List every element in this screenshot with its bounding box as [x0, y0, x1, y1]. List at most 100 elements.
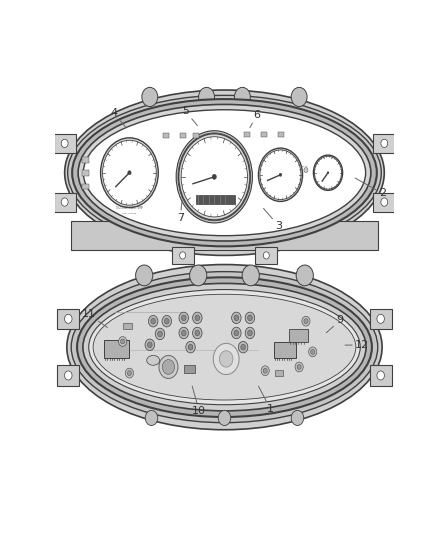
Circle shape	[261, 366, 269, 376]
Circle shape	[188, 344, 193, 350]
Text: OIL/TEMP  FUEL/TEMP: OIL/TEMP FUEL/TEMP	[116, 206, 143, 210]
Bar	[193, 133, 199, 138]
Text: 3: 3	[264, 208, 282, 231]
Circle shape	[193, 327, 202, 339]
Circle shape	[212, 174, 216, 180]
Bar	[172, 247, 194, 264]
Circle shape	[242, 265, 259, 286]
Circle shape	[179, 134, 250, 220]
Circle shape	[302, 316, 310, 326]
Circle shape	[291, 87, 307, 107]
Circle shape	[145, 410, 158, 425]
Ellipse shape	[65, 90, 384, 255]
Text: 10: 10	[192, 386, 206, 416]
Bar	[373, 192, 396, 212]
Ellipse shape	[67, 95, 381, 250]
Circle shape	[195, 330, 200, 336]
Circle shape	[127, 370, 131, 376]
Circle shape	[61, 198, 68, 206]
Circle shape	[159, 356, 178, 378]
Circle shape	[304, 319, 308, 324]
Circle shape	[327, 172, 329, 174]
Bar	[278, 132, 284, 137]
Bar	[370, 365, 392, 386]
Circle shape	[297, 365, 301, 369]
Bar	[162, 133, 169, 138]
Circle shape	[102, 140, 156, 205]
Circle shape	[162, 316, 172, 327]
Circle shape	[181, 137, 247, 217]
Circle shape	[279, 173, 282, 176]
Circle shape	[195, 315, 200, 321]
Circle shape	[296, 265, 313, 286]
Text: 2: 2	[355, 178, 386, 198]
Circle shape	[181, 330, 186, 336]
Bar	[82, 170, 89, 176]
Circle shape	[151, 318, 155, 324]
Circle shape	[260, 150, 301, 199]
Circle shape	[136, 265, 153, 286]
Circle shape	[164, 318, 169, 324]
Bar	[57, 309, 79, 329]
Text: 9: 9	[326, 316, 343, 333]
Circle shape	[311, 350, 315, 354]
Circle shape	[241, 344, 246, 350]
Bar	[104, 340, 129, 358]
Bar	[289, 329, 307, 342]
Circle shape	[304, 167, 308, 173]
Circle shape	[179, 312, 188, 324]
Ellipse shape	[78, 104, 371, 241]
Circle shape	[234, 315, 239, 321]
Bar	[124, 322, 132, 329]
Circle shape	[155, 328, 165, 340]
Circle shape	[190, 265, 207, 286]
Circle shape	[186, 342, 195, 353]
Circle shape	[142, 87, 158, 107]
Bar	[180, 133, 186, 138]
Circle shape	[179, 327, 188, 339]
Circle shape	[219, 351, 233, 367]
Bar	[53, 192, 76, 212]
Circle shape	[263, 252, 269, 259]
Ellipse shape	[93, 294, 356, 400]
Circle shape	[218, 410, 231, 425]
Circle shape	[145, 339, 155, 351]
Circle shape	[234, 330, 239, 336]
Circle shape	[245, 327, 254, 339]
Circle shape	[178, 133, 251, 221]
Circle shape	[263, 368, 267, 373]
Bar	[57, 365, 79, 386]
Text: 11: 11	[82, 309, 107, 327]
Ellipse shape	[83, 110, 366, 236]
Text: 4: 4	[110, 108, 126, 127]
Text: 1: 1	[258, 386, 274, 414]
Circle shape	[232, 327, 241, 339]
Circle shape	[247, 315, 252, 321]
Circle shape	[247, 330, 252, 336]
Circle shape	[314, 155, 343, 190]
Text: CHECK: CHECK	[300, 166, 308, 167]
Circle shape	[377, 371, 385, 380]
Circle shape	[119, 336, 127, 346]
Bar	[370, 309, 392, 329]
Circle shape	[193, 312, 202, 324]
Text: 12: 12	[345, 340, 369, 350]
Circle shape	[125, 368, 134, 378]
Circle shape	[101, 138, 158, 207]
Bar	[261, 132, 267, 137]
Bar	[71, 221, 378, 250]
Ellipse shape	[83, 284, 366, 411]
Text: 7: 7	[177, 200, 184, 223]
Circle shape	[180, 252, 186, 259]
Bar	[255, 247, 277, 264]
Text: FUEL RANGE: FUEL RANGE	[122, 213, 137, 214]
Circle shape	[314, 156, 342, 189]
Circle shape	[258, 148, 303, 201]
Bar	[53, 134, 76, 153]
Bar	[82, 183, 89, 189]
Circle shape	[309, 347, 317, 357]
Circle shape	[377, 314, 385, 324]
Ellipse shape	[77, 277, 372, 417]
Bar	[196, 195, 235, 204]
Circle shape	[158, 331, 162, 337]
